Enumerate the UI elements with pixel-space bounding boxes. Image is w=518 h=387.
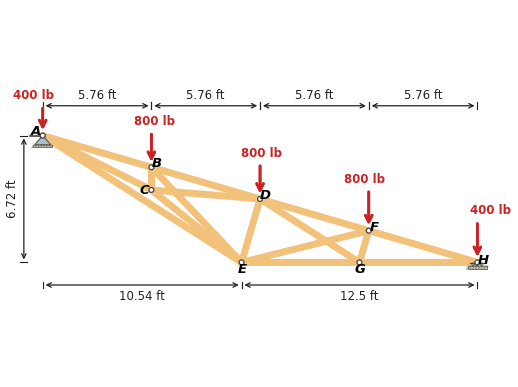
Text: D: D bbox=[260, 189, 271, 202]
Text: A: A bbox=[31, 125, 41, 138]
Circle shape bbox=[239, 260, 244, 265]
Polygon shape bbox=[33, 145, 52, 147]
Circle shape bbox=[40, 133, 45, 138]
Circle shape bbox=[475, 260, 480, 265]
Circle shape bbox=[149, 187, 154, 192]
Text: 400 lb: 400 lb bbox=[13, 89, 54, 102]
Circle shape bbox=[357, 260, 362, 265]
Text: 6.72 ft: 6.72 ft bbox=[6, 180, 19, 218]
Text: H: H bbox=[478, 254, 489, 267]
Text: 400 lb: 400 lb bbox=[470, 204, 511, 217]
Text: F: F bbox=[369, 221, 379, 235]
Text: 800 lb: 800 lb bbox=[134, 115, 175, 128]
Text: 800 lb: 800 lb bbox=[241, 147, 282, 160]
Text: 5.76 ft: 5.76 ft bbox=[295, 89, 334, 102]
Circle shape bbox=[476, 263, 479, 265]
Text: B: B bbox=[152, 158, 162, 170]
Text: C: C bbox=[139, 184, 149, 197]
Circle shape bbox=[257, 197, 263, 201]
Polygon shape bbox=[468, 266, 487, 269]
Text: 10.54 ft: 10.54 ft bbox=[119, 290, 165, 303]
Text: 5.76 ft: 5.76 ft bbox=[186, 89, 225, 102]
Text: 800 lb: 800 lb bbox=[344, 173, 385, 186]
Circle shape bbox=[149, 165, 154, 170]
Text: E: E bbox=[238, 263, 247, 276]
Circle shape bbox=[480, 263, 483, 265]
Text: 5.76 ft: 5.76 ft bbox=[78, 89, 117, 102]
Text: 12.5 ft: 12.5 ft bbox=[340, 290, 379, 303]
Text: 5.76 ft: 5.76 ft bbox=[404, 89, 442, 102]
Polygon shape bbox=[35, 135, 51, 145]
Circle shape bbox=[472, 263, 474, 265]
Circle shape bbox=[366, 228, 371, 233]
Text: G: G bbox=[355, 263, 366, 276]
